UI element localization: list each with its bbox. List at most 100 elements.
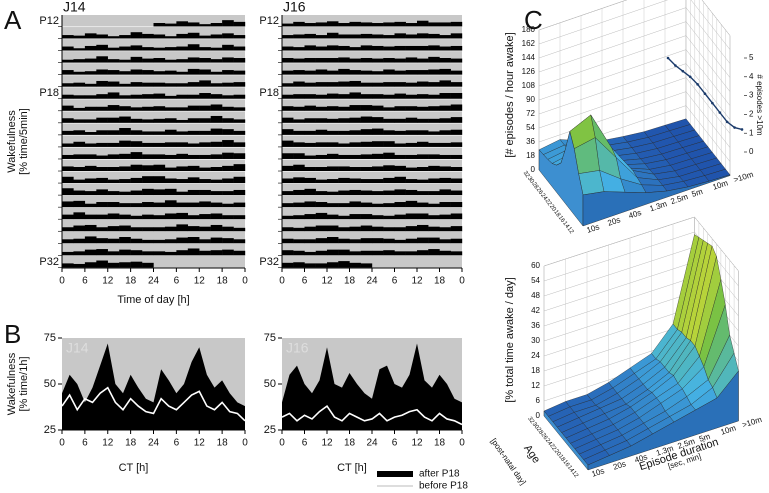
wake-bar — [153, 142, 166, 147]
wake-bar — [176, 21, 189, 27]
wake-bar — [187, 57, 200, 63]
wake-bar — [327, 106, 339, 111]
wake-bar — [210, 202, 223, 208]
row-background — [282, 75, 462, 87]
wake-bar — [130, 141, 143, 147]
wake-bar — [282, 140, 294, 147]
wake-bar — [153, 239, 166, 244]
grid-line — [538, 0, 731, 36]
wake-bar — [282, 58, 294, 63]
wake-bar — [73, 59, 86, 63]
row-background — [282, 39, 462, 51]
wake-bar — [293, 142, 305, 147]
row-background — [62, 219, 245, 232]
duration-label: 10s — [585, 222, 600, 235]
wake-bar — [315, 179, 328, 184]
wake-bar — [130, 164, 143, 172]
wake-bar — [84, 132, 97, 135]
wake-bar — [417, 154, 429, 159]
wake-bar — [119, 46, 131, 51]
wake-bar — [417, 130, 429, 135]
wake-bar — [96, 260, 108, 268]
row-background — [62, 255, 245, 268]
wake-bar — [187, 68, 200, 75]
chart-title: J16 — [286, 340, 309, 356]
wake-bar — [153, 164, 166, 172]
x-tick-label: 0 — [242, 276, 248, 287]
wake-bar — [84, 249, 97, 256]
wake-bar — [199, 189, 211, 196]
wake-bar — [130, 32, 143, 39]
wake-bar — [405, 117, 418, 123]
wake-bar — [372, 191, 384, 196]
wake-bar — [383, 130, 395, 135]
wake-bar — [304, 105, 316, 111]
x-tick-label: 6 — [302, 276, 308, 287]
wake-bar — [199, 80, 211, 87]
wake-bar — [315, 129, 328, 135]
wake-bar — [338, 118, 350, 123]
wake-bar — [96, 202, 108, 208]
wake-bar — [304, 188, 316, 196]
y-tick-label: 25 — [264, 424, 276, 436]
x-tick-label: 18 — [434, 276, 446, 287]
wake-bar — [199, 154, 211, 159]
row-background — [62, 87, 245, 99]
wake-bar — [107, 117, 120, 123]
wake-bar — [405, 70, 418, 75]
wake-bar — [96, 167, 108, 172]
wake-bar — [107, 142, 120, 147]
wake-bar — [394, 143, 406, 147]
x-tick-label: 6 — [392, 276, 398, 287]
wake-bar — [73, 190, 86, 196]
wake-bar — [360, 263, 373, 268]
wake-bar — [372, 117, 384, 123]
wake-bar — [372, 250, 384, 256]
wake-bar — [338, 45, 350, 51]
wake-bar — [383, 107, 395, 111]
wake-bar — [96, 249, 108, 256]
wake-bar — [142, 106, 154, 111]
wake-bar — [119, 83, 131, 87]
wake-bar — [96, 117, 108, 123]
wake-bar — [199, 35, 211, 39]
wake-bar — [210, 94, 223, 99]
wake-bar — [62, 239, 74, 244]
x-tick-label: 0 — [459, 276, 465, 287]
wake-bar — [107, 167, 120, 172]
wake-bar — [119, 128, 131, 135]
wake-bar — [304, 142, 316, 147]
wake-bar — [383, 152, 395, 159]
wake-bar — [142, 47, 154, 51]
wake-bar — [405, 189, 418, 196]
wake-bar — [394, 227, 406, 232]
z-tick-label: 54 — [526, 123, 535, 132]
wake-bar — [142, 165, 154, 172]
wake-bar — [84, 191, 97, 196]
wake-bar — [360, 167, 373, 172]
wake-bar — [372, 58, 384, 63]
wake-bar — [73, 251, 86, 256]
wake-bar — [176, 191, 189, 196]
age-label: 26 — [539, 432, 548, 441]
wake-bar — [187, 130, 200, 135]
wake-bar — [327, 153, 339, 159]
z-tick-label: 180 — [522, 25, 536, 34]
wake-bar — [428, 131, 440, 135]
wake-bar — [233, 46, 246, 51]
wake-bar — [153, 227, 166, 232]
wake-bar — [84, 236, 97, 244]
wake-bar — [222, 203, 234, 208]
age-label: 32 — [526, 416, 535, 425]
duration-label: 40s — [627, 208, 642, 221]
wake-bar — [130, 69, 143, 75]
wake-bar — [293, 81, 305, 87]
z-tick-label: 0 — [536, 411, 541, 420]
wake-bar — [450, 129, 463, 135]
wake-bar — [164, 178, 177, 184]
x-tick-label: 6 — [392, 438, 398, 449]
age-label: 24 — [544, 438, 553, 447]
wake-bar — [428, 56, 440, 63]
wake-bar — [293, 189, 305, 196]
wake-bar — [417, 141, 429, 147]
